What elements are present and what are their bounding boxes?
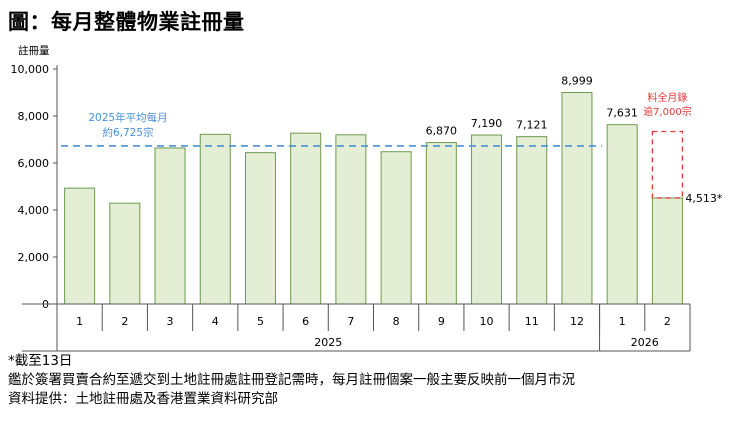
bar [154, 147, 186, 305]
x-tick-label: 9 [438, 315, 445, 328]
x-tick-label: 6 [302, 315, 309, 328]
projection-box [651, 130, 684, 199]
footnotes: *截至13日 鑑於簽署買賣合約至遞交到土地註冊處註冊登記需時，每月註冊個案一般主… [8, 352, 575, 409]
data-label: 8,999 [561, 75, 593, 88]
bar [199, 133, 231, 305]
bar [64, 187, 96, 305]
y-axis-label: 註冊量 [18, 45, 50, 57]
bar-chart: 註冊量 02,0004,0006,0008,00010,000123456789… [11, 45, 723, 352]
x-tick-label: 1 [619, 315, 626, 328]
projection-label: 料全月錄 [647, 91, 687, 104]
average-label: 2025年平均每月 [88, 111, 167, 124]
data-label: 7,631 [606, 107, 638, 120]
year-label: 2026 [631, 336, 659, 349]
x-tick-label: 5 [257, 315, 264, 328]
bar [516, 136, 548, 305]
bar [380, 151, 412, 305]
footnote-asterisk: *截至13日 [8, 353, 73, 369]
bar [651, 197, 683, 305]
average-label: 約6,725宗 [102, 126, 153, 139]
bar [244, 152, 276, 305]
data-label: 7,190 [471, 117, 503, 130]
bar [606, 124, 638, 305]
x-tick-label: 10 [480, 315, 494, 328]
y-tick-label: 10,000 [11, 63, 50, 76]
y-tick-label: 8,000 [18, 110, 50, 123]
bar [109, 202, 141, 305]
data-label: 4,513* [685, 192, 722, 205]
bar [471, 134, 503, 305]
x-tick-label: 2 [664, 315, 671, 328]
x-tick-label: 4 [212, 315, 219, 328]
x-tick-label: 7 [347, 315, 354, 328]
x-tick-label: 1 [76, 315, 83, 328]
year-label: 2025 [314, 336, 342, 349]
footnote-explanation: 鑑於簽署買賣合約至遞交到土地註冊處註冊登記需時，每月註冊個案一般主要反映前一個月… [8, 372, 575, 388]
bar [425, 142, 457, 305]
x-tick-label: 8 [393, 315, 400, 328]
y-tick-label: 2,000 [18, 251, 50, 264]
y-tick-label: 6,000 [18, 157, 50, 170]
chart-title: 圖：每月整體物業註冊量 [8, 10, 245, 34]
bar [561, 92, 593, 305]
x-tick-label: 12 [570, 315, 584, 328]
x-tick-label: 2 [121, 315, 128, 328]
projection-label: 逾7,000宗 [643, 105, 692, 118]
x-tick-label: 11 [525, 315, 539, 328]
footnote-source: 資料提供：土地註冊處及香港置業資料研究部 [8, 391, 278, 407]
data-label: 7,121 [516, 119, 548, 132]
y-tick-label: 4,000 [18, 204, 50, 217]
bar [290, 132, 322, 305]
bar [335, 134, 367, 305]
x-tick-label: 3 [167, 315, 174, 328]
data-label: 6,870 [426, 125, 458, 138]
